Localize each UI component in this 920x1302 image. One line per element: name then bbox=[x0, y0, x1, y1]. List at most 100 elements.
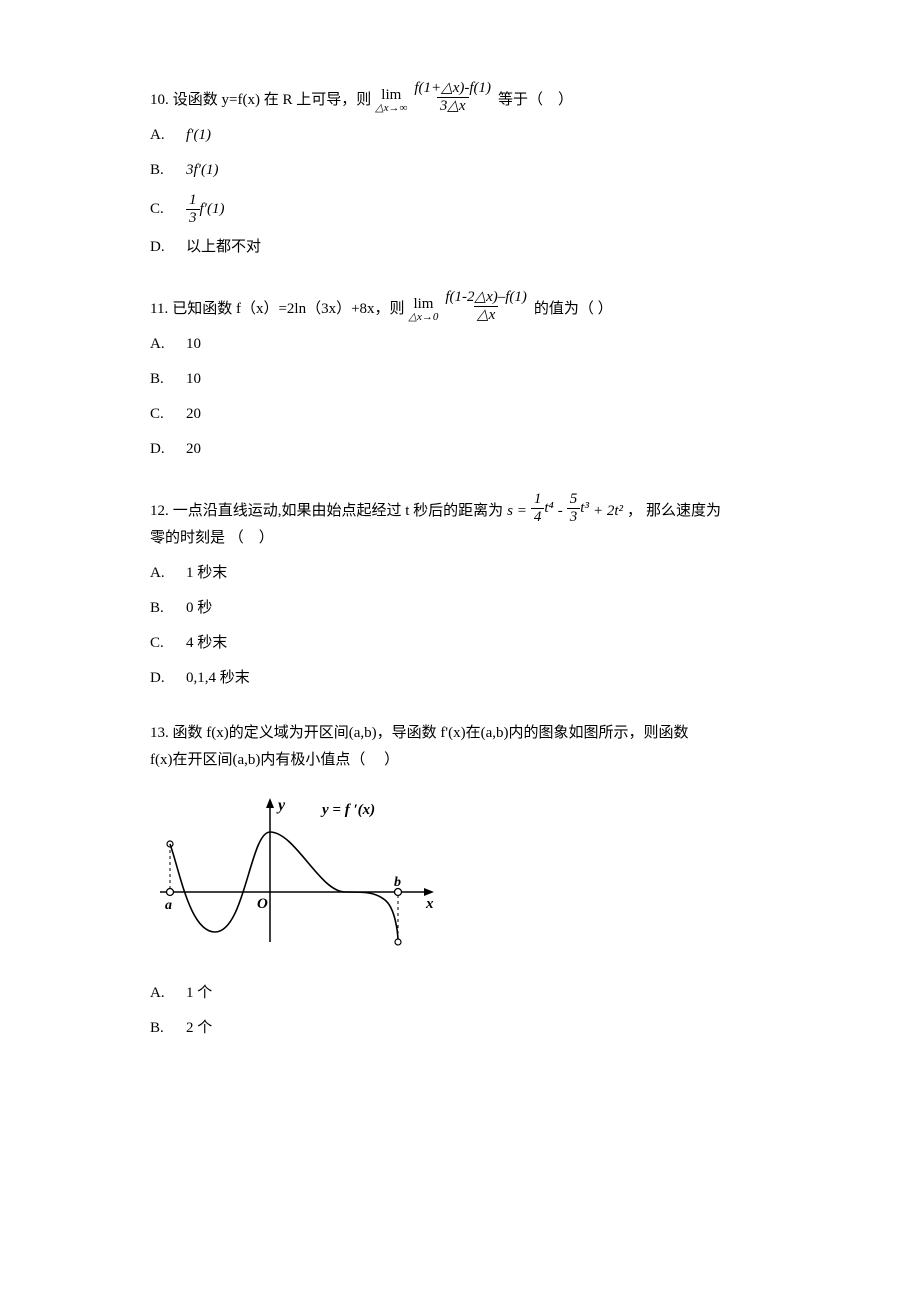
frac-tail: t⁴ bbox=[544, 495, 553, 522]
opt-val: 10 bbox=[186, 331, 201, 358]
q13-line1: 13. 函数 f(x)的定义域为开区间(a,b)，导函数 f'(x)在(a,b)… bbox=[150, 720, 770, 747]
q12-pre: 一点沿直线运动,如果由始点起经过 t 秒后的距离为 bbox=[173, 498, 503, 525]
q12-opt-d: D. 0,1,4 秒末 bbox=[150, 665, 770, 692]
opt-label: A. bbox=[150, 560, 174, 587]
opt-val: 1 秒末 bbox=[186, 560, 227, 587]
q13-text1: 函数 f(x)的定义域为开区间(a,b)，导函数 f'(x)在(a,b)内的图象… bbox=[173, 725, 689, 741]
q11-lim: lim △x→0 bbox=[409, 297, 439, 323]
q13-line2: f(x)在开区间(a,b)内有极小值点（ ） bbox=[150, 747, 770, 774]
frac-num: 5 bbox=[567, 491, 581, 508]
q12-t3: 5 3 t³ bbox=[567, 491, 589, 525]
frac-tail: f′(1) bbox=[200, 196, 225, 223]
q11-lim-bot: △x→0 bbox=[409, 312, 439, 323]
q10-lim-top: lim bbox=[381, 88, 401, 103]
q12-num: 12. bbox=[150, 498, 169, 525]
curve bbox=[170, 832, 398, 942]
O-label: O bbox=[257, 896, 268, 912]
opt-val: 20 bbox=[186, 436, 201, 463]
opt-label: C. bbox=[150, 401, 174, 428]
y-arrow-icon bbox=[266, 798, 274, 808]
frac-den: 3 bbox=[186, 209, 200, 227]
frac-den: 4 bbox=[531, 508, 545, 526]
opt-label: A. bbox=[150, 331, 174, 358]
frac-tail: t³ bbox=[580, 495, 589, 522]
opt-val: 1 3 f′(1) bbox=[186, 192, 224, 226]
q12-s-eq: s = bbox=[507, 498, 527, 525]
opt-label: B. bbox=[150, 366, 174, 393]
q10-opt-d: D. 以上都不对 bbox=[150, 234, 770, 261]
q12-comma: ， bbox=[627, 498, 642, 525]
frac: 1 4 bbox=[531, 491, 545, 525]
point-b-bot-icon bbox=[395, 939, 401, 945]
opt-val: 1 个 bbox=[186, 980, 212, 1007]
opt-label: D. bbox=[150, 234, 174, 261]
opt-label: C. bbox=[150, 196, 174, 223]
opt-val: 4 秒末 bbox=[186, 630, 227, 657]
graph-svg: y y = f ′(x) a O b x bbox=[150, 792, 450, 952]
q10-opt-a: A. f′(1) bbox=[150, 122, 770, 149]
q11-frac-num: f(1-2△x)–f(1) bbox=[442, 289, 530, 306]
q10-frac-den: 3△x bbox=[437, 97, 469, 115]
opt-val: 以上都不对 bbox=[186, 234, 261, 261]
frac: 5 3 bbox=[567, 491, 581, 525]
q11-lim-top: lim bbox=[413, 297, 433, 312]
opt-label: B. bbox=[150, 1015, 174, 1042]
q10-post: 等于（ ） bbox=[498, 87, 573, 114]
q10-stem: 10. 设函数 y=f(x) 在 R 上可导，则 lim △x→∞ f(1+△x… bbox=[150, 80, 770, 114]
opt-val: 0,1,4 秒末 bbox=[186, 665, 250, 692]
opt-label: A. bbox=[150, 122, 174, 149]
q12-minus: - bbox=[558, 498, 563, 525]
q10-c-frac: 1 3 bbox=[186, 192, 200, 226]
x-arrow-icon bbox=[424, 888, 434, 896]
opt-label: B. bbox=[150, 157, 174, 184]
frac-num: 1 bbox=[186, 192, 200, 209]
y-label: y bbox=[276, 797, 286, 814]
curve-label: y = f ′(x) bbox=[320, 802, 375, 818]
q11-num: 11. bbox=[150, 296, 168, 323]
question-10: 10. 设函数 y=f(x) 在 R 上可导，则 lim △x→∞ f(1+△x… bbox=[150, 80, 770, 261]
opt-label: D. bbox=[150, 436, 174, 463]
question-12: 12. 一点沿直线运动,如果由始点起经过 t 秒后的距离为 s = 1 4 t⁴… bbox=[150, 491, 770, 692]
q13-opt-a: A. 1 个 bbox=[150, 980, 770, 1007]
q11-pre: 已知函数 f（x）=2ln（3x）+8x，则 bbox=[172, 296, 404, 323]
frac-num: 1 bbox=[531, 491, 545, 508]
opt-label: A. bbox=[150, 980, 174, 1007]
q13-num: 13. bbox=[150, 725, 169, 741]
q10-opt-c: C. 1 3 f′(1) bbox=[150, 192, 770, 226]
q12-line2: 零的时刻是 （ ） bbox=[150, 525, 770, 552]
b-label: b bbox=[394, 875, 401, 890]
opt-val: 0 秒 bbox=[186, 595, 212, 622]
q11-frac-den: △x bbox=[474, 306, 498, 324]
opt-val: 2 个 bbox=[186, 1015, 212, 1042]
q11-stem: 11. 已知函数 f（x）=2ln（3x）+8x，则 lim △x→0 f(1-… bbox=[150, 289, 770, 323]
q11-opt-a: A. 10 bbox=[150, 331, 770, 358]
q11-frac: f(1-2△x)–f(1) △x bbox=[442, 289, 530, 323]
q10-pre: 设函数 y=f(x) 在 R 上可导，则 bbox=[173, 87, 371, 114]
q10-frac: f(1+△x)-f(1) 3△x bbox=[411, 80, 494, 114]
q13-graph: y y = f ′(x) a O b x bbox=[150, 792, 770, 962]
q12-2t2: + 2t² bbox=[593, 498, 623, 525]
q10-opt-b: B. 3f′(1) bbox=[150, 157, 770, 184]
q10-frac-num: f(1+△x)-f(1) bbox=[411, 80, 494, 97]
opt-label: C. bbox=[150, 630, 174, 657]
q12-opt-c: C. 4 秒末 bbox=[150, 630, 770, 657]
q12-opt-b: B. 0 秒 bbox=[150, 595, 770, 622]
opt-label: D. bbox=[150, 665, 174, 692]
q10-lim: lim △x→∞ bbox=[375, 88, 407, 114]
opt-val: 3f′(1) bbox=[186, 157, 218, 184]
q13-opt-b: B. 2 个 bbox=[150, 1015, 770, 1042]
opt-val: 10 bbox=[186, 366, 201, 393]
q11-opt-b: B. 10 bbox=[150, 366, 770, 393]
frac-den: 3 bbox=[567, 508, 581, 526]
q11-opt-c: C. 20 bbox=[150, 401, 770, 428]
q12-opt-a: A. 1 秒末 bbox=[150, 560, 770, 587]
q10-num: 10. bbox=[150, 87, 169, 114]
q12-stem: 12. 一点沿直线运动,如果由始点起经过 t 秒后的距离为 s = 1 4 t⁴… bbox=[150, 491, 770, 525]
opt-label: B. bbox=[150, 595, 174, 622]
question-13: 13. 函数 f(x)的定义域为开区间(a,b)，导函数 f'(x)在(a,b)… bbox=[150, 720, 770, 1042]
q10-lim-bot: △x→∞ bbox=[375, 103, 407, 114]
opt-val: f′(1) bbox=[186, 122, 211, 149]
question-11: 11. 已知函数 f（x）=2ln（3x）+8x，则 lim △x→0 f(1-… bbox=[150, 289, 770, 463]
q11-post: 的值为（ ） bbox=[534, 296, 613, 323]
a-label: a bbox=[165, 898, 172, 913]
